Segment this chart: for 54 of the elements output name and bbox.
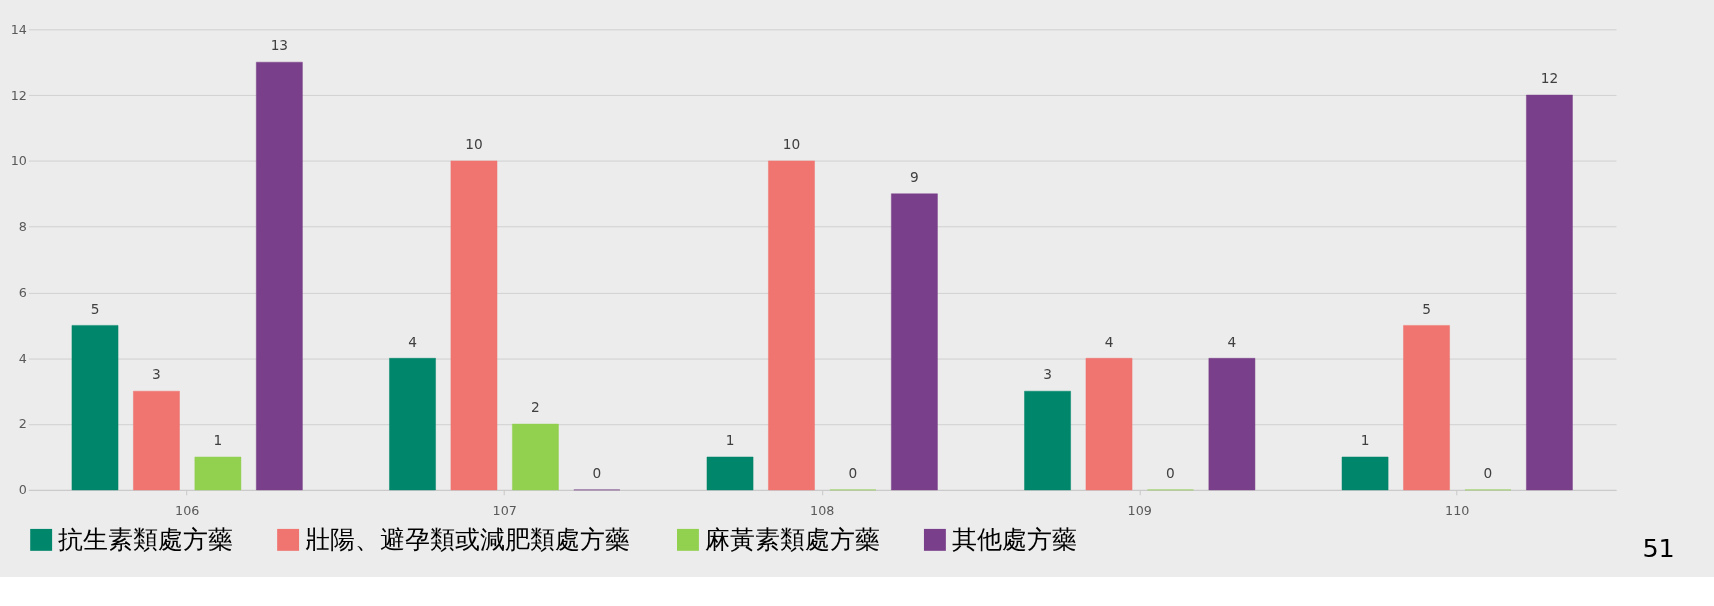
bar [389,358,436,491]
bar [133,390,180,491]
y-tick-label: 4 [18,350,27,366]
y-tick-label: 12 [10,87,27,103]
x-tick-label: 110 [1445,502,1470,518]
bar [512,423,559,491]
data-label: 4 [1104,333,1114,350]
y-tick-label: 10 [10,153,27,169]
bar [450,160,498,491]
data-label: 1 [725,432,735,449]
legend-label: 抗生素類處方藥 [57,523,233,554]
data-label: 1 [213,432,223,449]
bar [256,61,303,491]
data-label: 2 [531,399,540,416]
y-tick-label: 2 [18,416,27,432]
bar [706,456,754,491]
data-label: 10 [465,136,483,153]
bar [1085,358,1133,491]
bar [71,325,119,491]
y-tick-label: 0 [18,482,27,498]
legend-label: 麻黃素類處方藥 [704,523,880,554]
bar [1403,325,1450,491]
y-tick-label: 8 [18,219,27,235]
data-label: 12 [1540,70,1559,87]
data-label: 5 [1422,300,1431,317]
x-tick-label: 106 [175,502,200,518]
data-label: 0 [1483,465,1493,482]
y-tick-label: 6 [18,284,27,300]
y-tick-label: 14 [10,21,27,37]
data-label: 0 [1166,465,1175,482]
data-label: 0 [848,465,858,482]
data-label: 4 [1227,333,1237,350]
data-label: 5 [90,300,100,317]
text: 51 [1642,532,1675,563]
legend-label: 壯陽、避孕類或減肥類處方藥 [304,523,630,554]
legend-label: 其他處方藥 [951,523,1077,554]
bar [891,193,938,491]
data-label: 10 [782,136,801,153]
bar [1208,358,1256,491]
data-label: 3 [152,366,161,383]
x-tick-label: 107 [492,502,517,518]
bar [768,160,815,491]
bar [1024,390,1071,491]
x-tick-label: 108 [810,502,835,518]
data-label: 9 [910,169,919,186]
bar [194,456,242,491]
bar [1526,94,1573,491]
data-label: 3 [1043,366,1052,383]
data-label: 0 [592,465,602,482]
bar [1341,456,1389,491]
x-tick-label: 109 [1127,502,1152,518]
data-label: 13 [270,37,289,54]
data-label: 1 [1360,432,1370,449]
data-label: 4 [408,333,417,350]
